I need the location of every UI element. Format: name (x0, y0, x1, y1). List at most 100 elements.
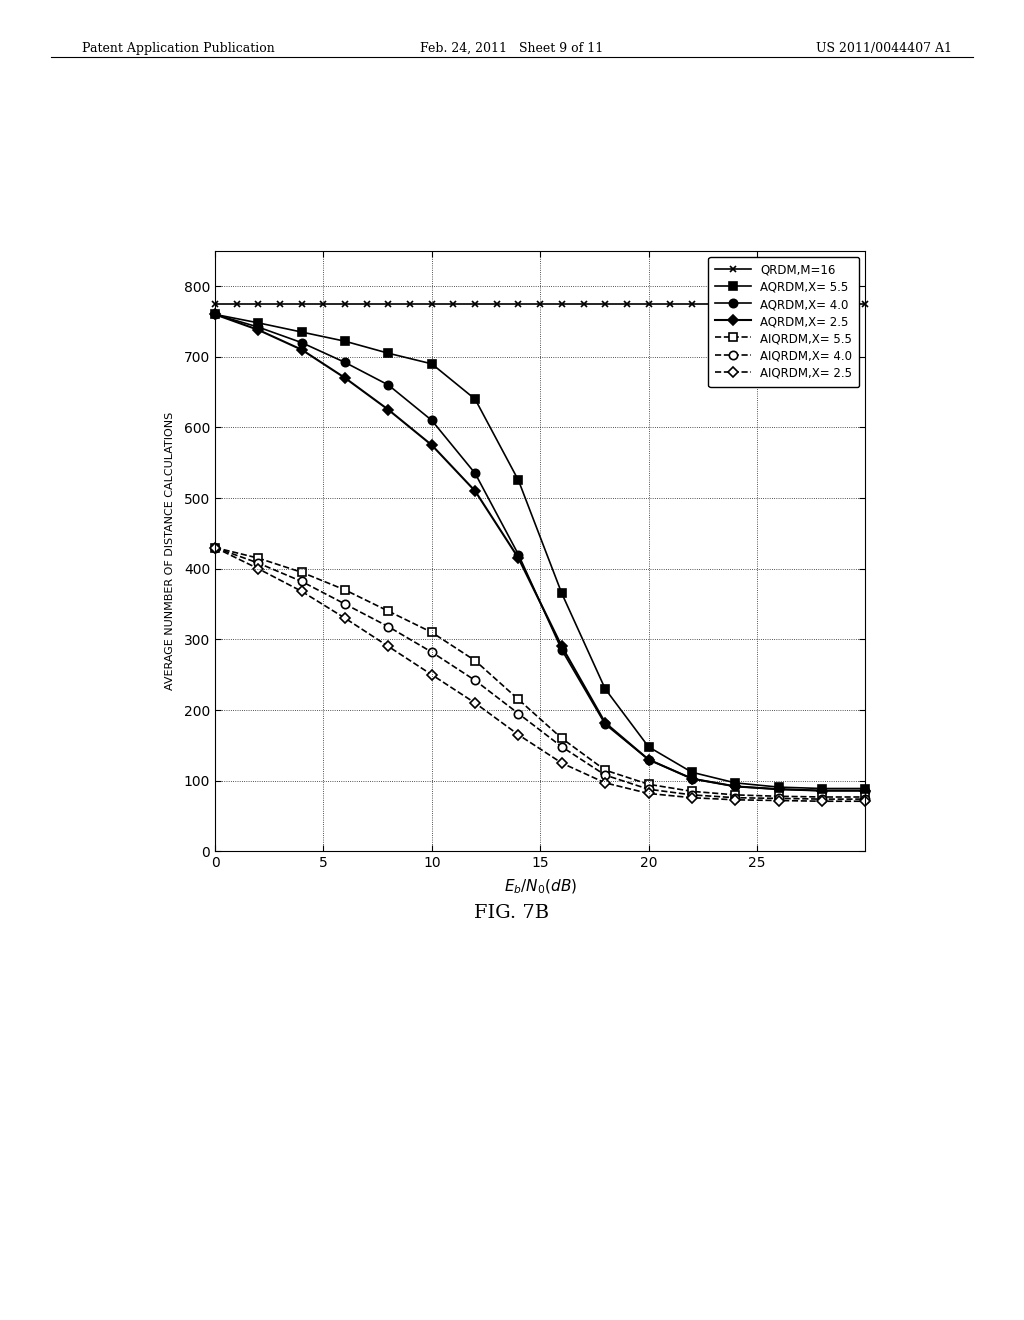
AIQRDM,X= 4.0 (296, 574, 308, 590)
AIQRDM,X= 5.5 (772, 788, 784, 804)
AQRDM,X= 5.5 (686, 764, 698, 780)
QRDM,M=16 (296, 296, 308, 312)
AQRDM,X= 5.5 (512, 473, 524, 488)
AIQRDM,X= 4.0 (772, 791, 784, 807)
AQRDM,X= 4.0 (772, 781, 784, 797)
AQRDM,X= 4.0 (556, 642, 568, 657)
QRDM,M=16 (339, 296, 351, 312)
Y-axis label: AVERAGE NUNMBER OF DISTANCE CALCULATIONS: AVERAGE NUNMBER OF DISTANCE CALCULATIONS (166, 412, 175, 690)
AIQRDM,X= 5.5 (729, 787, 741, 803)
AQRDM,X= 2.5 (859, 783, 871, 799)
AIQRDM,X= 5.5 (426, 624, 438, 640)
QRDM,M=16 (556, 296, 568, 312)
AIQRDM,X= 2.5 (339, 610, 351, 626)
AQRDM,X= 4.0 (339, 355, 351, 371)
QRDM,M=16 (816, 296, 828, 312)
Legend: QRDM,M=16, AQRDM,X= 5.5, AQRDM,X= 4.0, AQRDM,X= 2.5, AIQRDM,X= 5.5, AIQRDM,X= 4.: QRDM,M=16, AQRDM,X= 5.5, AQRDM,X= 4.0, A… (709, 256, 859, 387)
QRDM,M=16 (426, 296, 438, 312)
QRDM,M=16 (751, 296, 763, 312)
AIQRDM,X= 4.0 (599, 767, 611, 783)
AIQRDM,X= 4.0 (426, 644, 438, 660)
Line: AQRDM,X= 4.0: AQRDM,X= 4.0 (211, 310, 869, 795)
AQRDM,X= 5.5 (339, 334, 351, 350)
AIQRDM,X= 2.5 (556, 755, 568, 771)
QRDM,M=16 (209, 296, 221, 312)
AIQRDM,X= 2.5 (469, 696, 481, 711)
Line: AQRDM,X= 2.5: AQRDM,X= 2.5 (212, 312, 868, 795)
AIQRDM,X= 5.5 (859, 789, 871, 805)
X-axis label: $E_b/N_0(dB)$: $E_b/N_0(dB)$ (504, 878, 577, 895)
AIQRDM,X= 4.0 (339, 597, 351, 612)
AQRDM,X= 4.0 (469, 466, 481, 482)
QRDM,M=16 (317, 296, 330, 312)
AIQRDM,X= 2.5 (686, 789, 698, 805)
AIQRDM,X= 2.5 (729, 792, 741, 808)
AQRDM,X= 5.5 (426, 356, 438, 372)
QRDM,M=16 (403, 296, 416, 312)
QRDM,M=16 (838, 296, 850, 312)
AQRDM,X= 4.0 (686, 771, 698, 787)
AQRDM,X= 4.0 (209, 306, 221, 322)
QRDM,M=16 (686, 296, 698, 312)
Line: QRDM,M=16: QRDM,M=16 (212, 301, 868, 308)
Line: AQRDM,X= 5.5: AQRDM,X= 5.5 (211, 310, 869, 793)
Text: US 2011/0044407 A1: US 2011/0044407 A1 (816, 42, 952, 55)
QRDM,M=16 (795, 296, 807, 312)
Line: AIQRDM,X= 2.5: AIQRDM,X= 2.5 (212, 544, 868, 805)
AQRDM,X= 2.5 (252, 322, 264, 338)
AIQRDM,X= 2.5 (382, 639, 394, 655)
AIQRDM,X= 2.5 (772, 792, 784, 808)
Text: Patent Application Publication: Patent Application Publication (82, 42, 274, 55)
QRDM,M=16 (599, 296, 611, 312)
AQRDM,X= 5.5 (382, 346, 394, 362)
AIQRDM,X= 2.5 (252, 561, 264, 577)
Text: FIG. 7B: FIG. 7B (474, 904, 550, 923)
AQRDM,X= 2.5 (686, 771, 698, 787)
QRDM,M=16 (621, 296, 633, 312)
AIQRDM,X= 5.5 (642, 776, 654, 792)
AQRDM,X= 5.5 (469, 391, 481, 407)
QRDM,M=16 (273, 296, 286, 312)
AQRDM,X= 4.0 (729, 779, 741, 795)
AQRDM,X= 5.5 (859, 780, 871, 796)
AIQRDM,X= 4.0 (859, 791, 871, 807)
QRDM,M=16 (469, 296, 481, 312)
AQRDM,X= 5.5 (296, 325, 308, 341)
QRDM,M=16 (859, 296, 871, 312)
Line: AIQRDM,X= 5.5: AIQRDM,X= 5.5 (211, 544, 869, 801)
AIQRDM,X= 4.0 (556, 739, 568, 755)
QRDM,M=16 (382, 296, 394, 312)
QRDM,M=16 (512, 296, 524, 312)
AIQRDM,X= 2.5 (426, 667, 438, 682)
AQRDM,X= 5.5 (599, 681, 611, 697)
AQRDM,X= 4.0 (382, 378, 394, 393)
AQRDM,X= 2.5 (556, 639, 568, 655)
AIQRDM,X= 5.5 (816, 789, 828, 805)
QRDM,M=16 (664, 296, 676, 312)
AIQRDM,X= 4.0 (686, 787, 698, 803)
AQRDM,X= 2.5 (816, 783, 828, 799)
AQRDM,X= 4.0 (512, 546, 524, 562)
AIQRDM,X= 4.0 (252, 556, 264, 572)
AIQRDM,X= 2.5 (599, 775, 611, 791)
QRDM,M=16 (447, 296, 460, 312)
AQRDM,X= 4.0 (252, 319, 264, 335)
AIQRDM,X= 5.5 (512, 692, 524, 708)
AQRDM,X= 2.5 (772, 781, 784, 797)
AQRDM,X= 5.5 (252, 315, 264, 331)
AIQRDM,X= 4.0 (512, 706, 524, 722)
AQRDM,X= 2.5 (209, 306, 221, 322)
AIQRDM,X= 5.5 (252, 550, 264, 566)
AQRDM,X= 2.5 (382, 401, 394, 417)
AQRDM,X= 2.5 (642, 751, 654, 767)
AIQRDM,X= 4.0 (642, 781, 654, 797)
AQRDM,X= 4.0 (426, 412, 438, 428)
QRDM,M=16 (708, 296, 720, 312)
AQRDM,X= 5.5 (729, 775, 741, 791)
AQRDM,X= 4.0 (296, 335, 308, 351)
AIQRDM,X= 4.0 (816, 791, 828, 807)
AQRDM,X= 4.0 (642, 751, 654, 767)
AIQRDM,X= 5.5 (339, 582, 351, 598)
AIQRDM,X= 5.5 (686, 784, 698, 800)
AQRDM,X= 5.5 (642, 739, 654, 755)
